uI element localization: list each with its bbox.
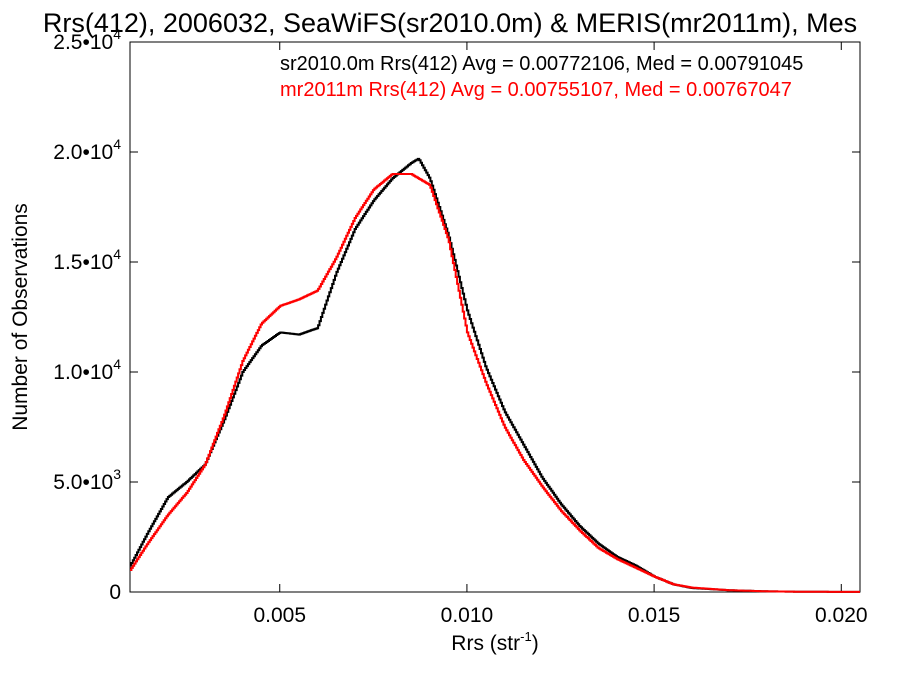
x-tick-label-2: 0.015 (628, 604, 681, 627)
y-tick-label-2: 1.0•104 (53, 356, 121, 384)
y-tick-exponent-1: 3 (113, 466, 121, 482)
y-tick-mantissa-2: 1.0•10 (53, 361, 113, 384)
y-axis-label: Number of Observations (9, 203, 32, 431)
y-tick-label-4: 2.0•104 (53, 136, 121, 164)
histogram-series-black (130, 157, 860, 593)
y-tick-exponent-2: 4 (113, 356, 121, 372)
series-layer (130, 157, 860, 593)
y-tick-exponent-4: 4 (113, 136, 121, 152)
histogram-series-red (130, 173, 860, 593)
x-tick-label-3: 0.020 (815, 604, 868, 627)
y-tick-mantissa-4: 2.0•10 (53, 141, 113, 164)
legend-entry-black: sr2010.0m Rrs(412) Avg = 0.00772106, Med… (280, 53, 803, 75)
y-tick-mantissa-5: 2.5•10 (53, 31, 113, 54)
x-axis-label: Rrs (str-1) (451, 629, 538, 655)
y-tick-label-3: 1.5•104 (53, 246, 121, 274)
y-tick-label-1: 5.0•103 (53, 466, 121, 494)
legend-entry-red: mr2011m Rrs(412) Avg = 0.00755107, Med =… (280, 79, 792, 101)
y-tick-label-5: 2.5•104 (53, 26, 121, 54)
y-tick-exponent-3: 4 (113, 246, 121, 262)
chart-title: Rrs(412), 2006032, SeaWiFS(sr2010.0m) & … (43, 8, 857, 38)
y-tick-label-0: 0 (109, 581, 121, 604)
x-tick-label-0: 0.005 (253, 604, 306, 627)
y-tick-mantissa-0: 0 (109, 581, 121, 604)
plot-frame (129, 41, 861, 593)
y-tick-mantissa-1: 5.0•10 (53, 471, 113, 494)
y-tick-exponent-5: 4 (113, 26, 121, 42)
x-axis: 0.005 0.010 0.015 0.020 (253, 42, 868, 627)
x-axis-label-end: ) (532, 632, 539, 655)
x-tick-label-1: 0.010 (441, 604, 494, 627)
y-tick-mantissa-3: 1.5•10 (53, 251, 113, 274)
x-axis-label-sup: -1 (520, 629, 532, 644)
